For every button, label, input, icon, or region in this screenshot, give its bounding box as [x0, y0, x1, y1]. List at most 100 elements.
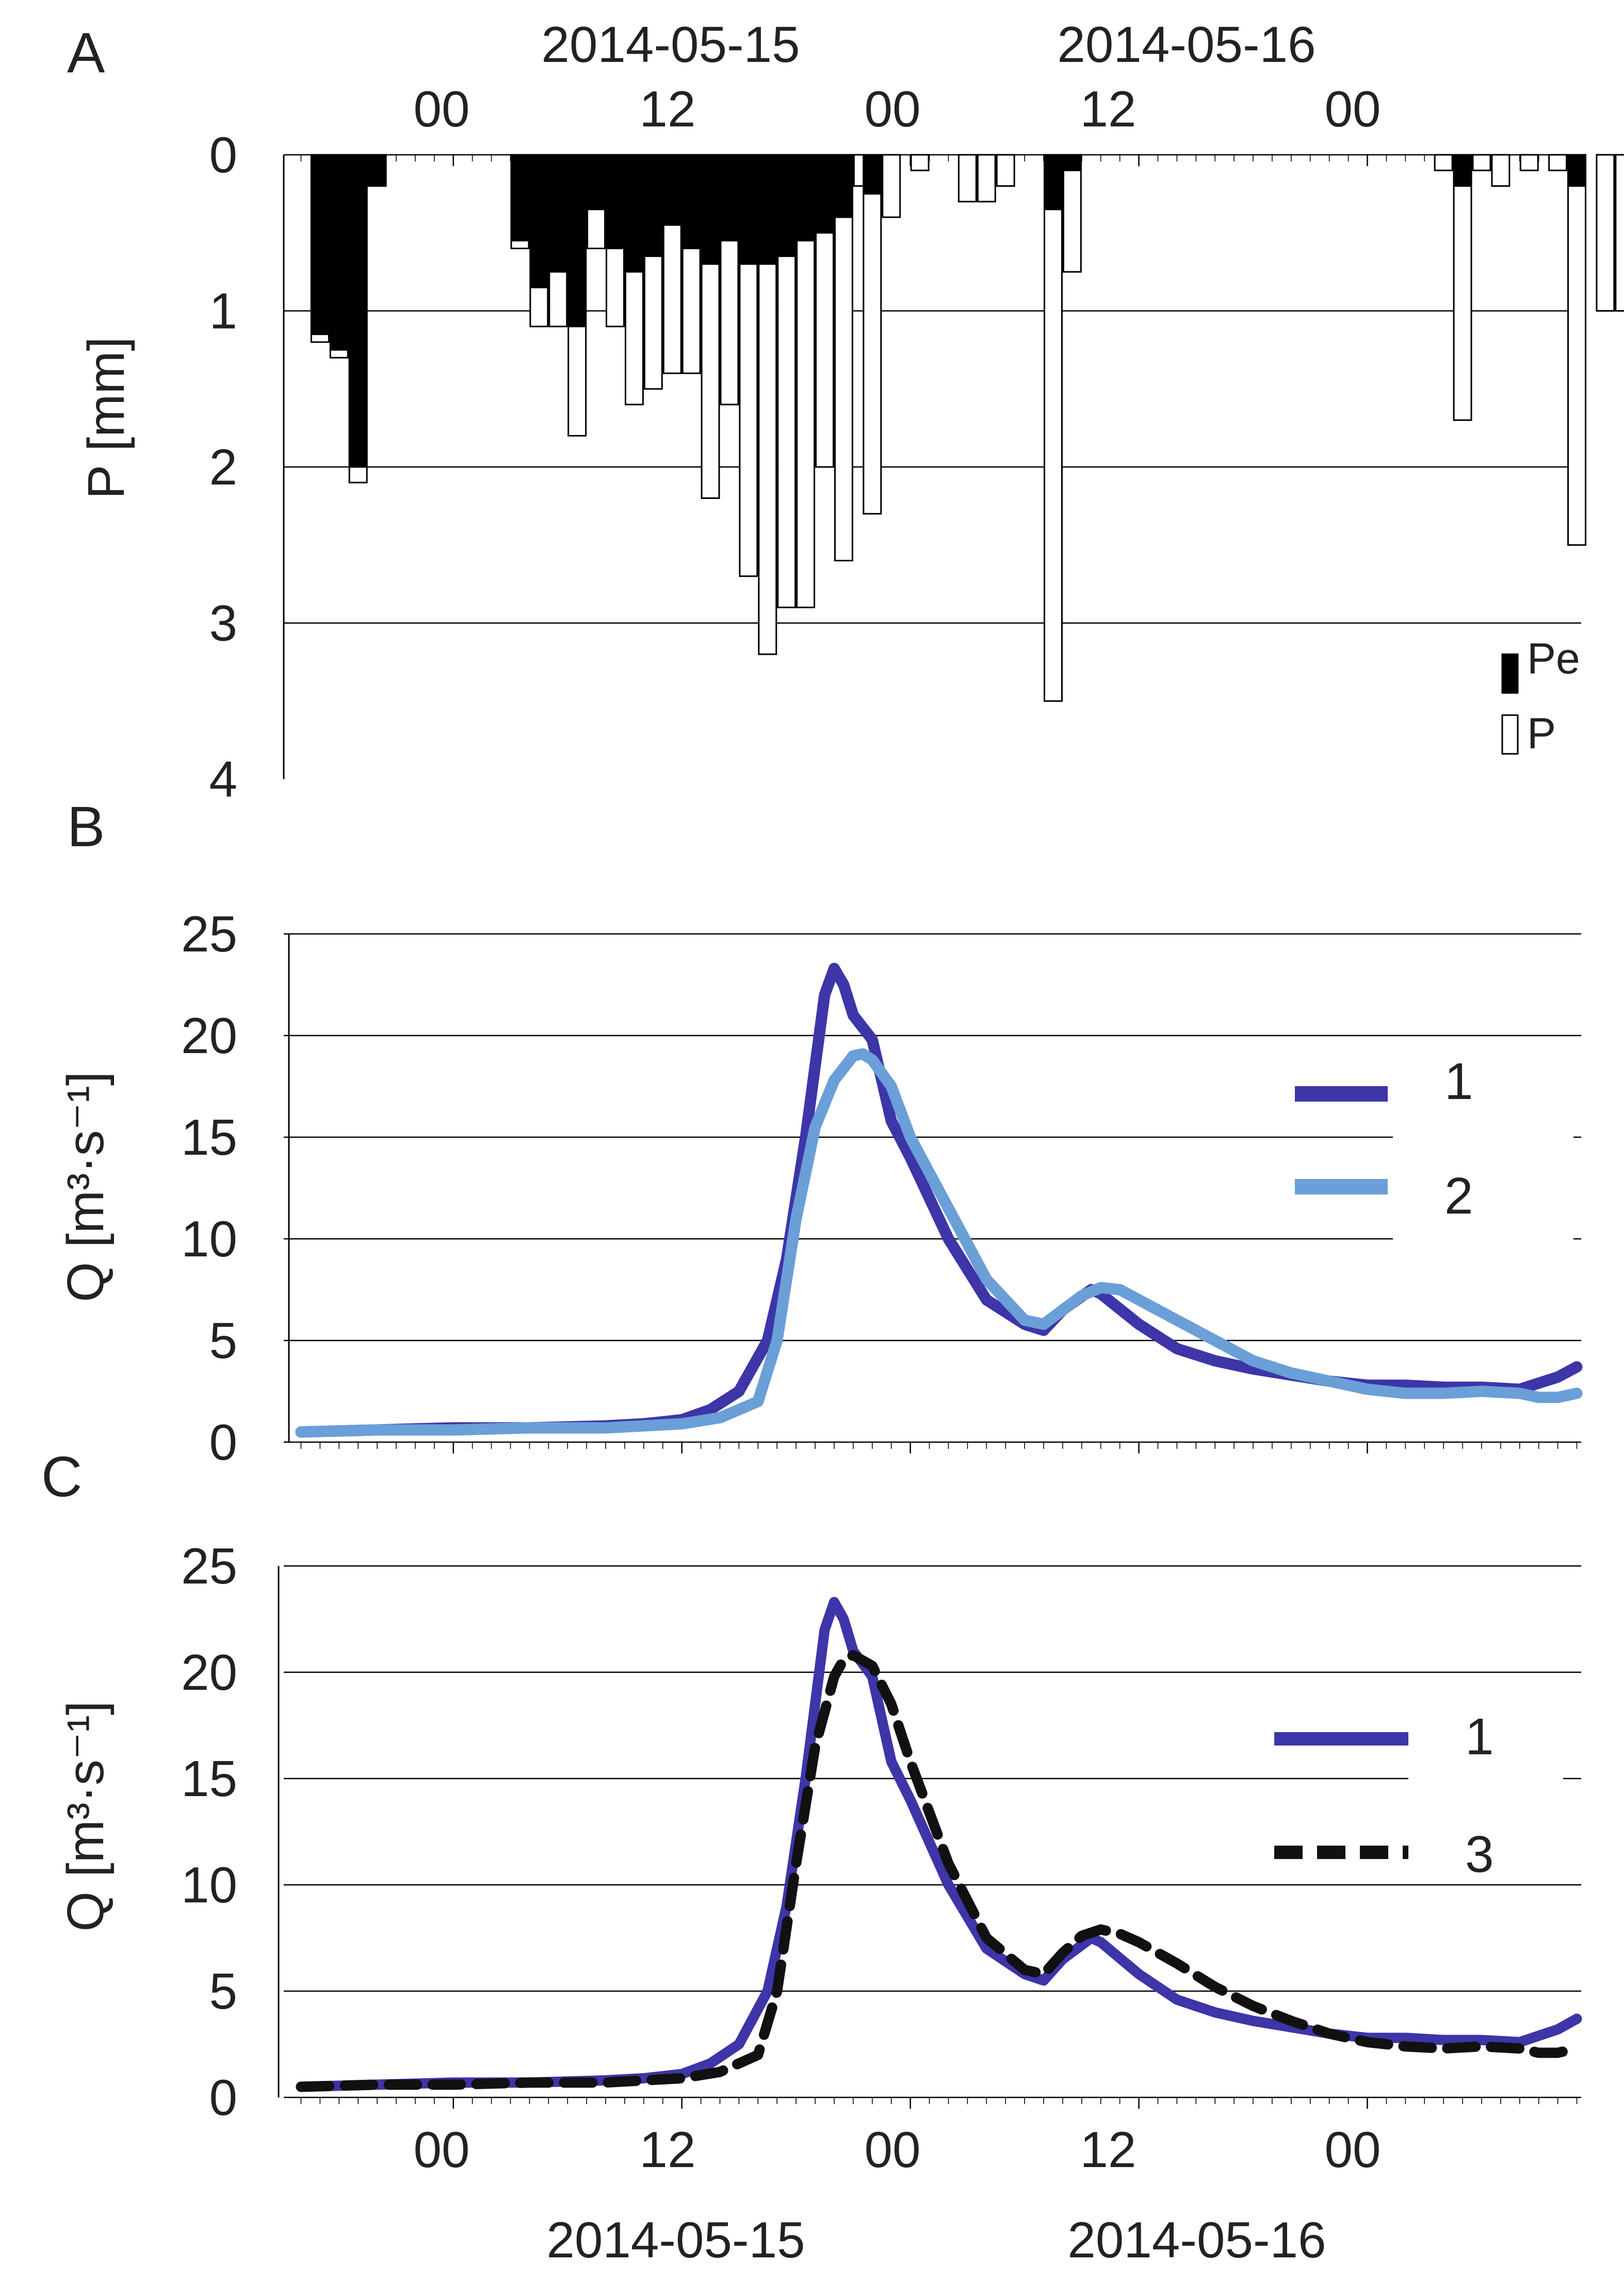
bar-pe-14: [701, 154, 720, 265]
panel-b-ytick-label: 0: [209, 1414, 237, 1471]
panel-a-ytick-label: 4: [209, 751, 237, 807]
panel-a-ytick-label: 3: [209, 595, 237, 652]
panel-c-ylabel: Q [m³·s⁻¹]: [57, 1701, 115, 1931]
bar-pe-3: [367, 154, 387, 187]
bar-p-30: [1062, 154, 1082, 273]
top-date-1: 2014-05-15: [541, 16, 800, 73]
legend-p-label: P: [1527, 709, 1556, 757]
bar-pe-10: [624, 154, 644, 273]
bar-pe-12: [662, 154, 682, 226]
panel-b-ytick-label: 25: [181, 906, 237, 962]
bottom-hour-label-2: 12: [639, 2121, 695, 2178]
bar-pe-6: [548, 154, 568, 273]
panel-a-ytick-label: 1: [209, 283, 237, 340]
bar-pe-1: [329, 154, 349, 351]
panel-a-ytick-label: 0: [209, 126, 237, 183]
bar-pe-13: [681, 154, 701, 249]
bar-p-38: [1596, 154, 1615, 312]
bar-p-37: [1567, 154, 1587, 546]
panel-b-discharge: B Q [m³·s⁻¹] 0 5 10 15 20 25 1 2: [57, 795, 1583, 1471]
panel-c-ytick-label: 5: [209, 1963, 237, 2019]
panel-c-ytick-label: 15: [181, 1750, 237, 1807]
bar-p-34: [1491, 154, 1511, 187]
top-hour-label-5: 00: [1324, 80, 1381, 137]
bottom-date-1: 2014-05-15: [546, 2211, 805, 2268]
panel-c-ytick-label: 10: [181, 1856, 237, 1913]
bar-pe-15: [720, 154, 739, 241]
panel-a-ytick-label: 2: [209, 439, 237, 495]
legend-p-swatch: [1501, 714, 1519, 755]
top-hour-label-1: 00: [413, 80, 469, 137]
bar-p-35: [1519, 154, 1539, 171]
bar-p-31: [1434, 154, 1453, 171]
bottom-hour-label-1: 00: [413, 2121, 469, 2178]
bar-p-28: [996, 154, 1015, 187]
bar-pe-4: [510, 154, 530, 241]
panel-b-ylabel: Q [m³·s⁻¹]: [57, 1071, 115, 1302]
panel-c-lines: [296, 1597, 1582, 2092]
legend-pe-swatch: [1501, 653, 1519, 694]
panel-c-series-1-line: [296, 1597, 1582, 2092]
panel-c-series-3-line: [296, 1650, 1582, 2092]
bar-p-32: [1453, 154, 1472, 421]
bar-pe-5: [529, 154, 549, 288]
bar-p-23: [863, 154, 882, 515]
panel-b-series-1-line: [295, 963, 1583, 1438]
legend-c-3-label: 3: [1465, 1825, 1494, 1883]
panel-a-legend: Pe P: [1501, 634, 1580, 757]
bottom-hour-label-3: 00: [864, 2121, 920, 2178]
panel-a-precipitation: A 2014-05-15 2014-05-16 00 12 00 12 00 P…: [67, 16, 1624, 807]
panel-c-ytick-label: 25: [181, 1538, 237, 1594]
panel-a-y-ticks: 0 1 2 3 4: [209, 126, 237, 807]
panel-a-bars: [310, 154, 1624, 702]
bar-pe-21: [834, 154, 853, 218]
bar-p-33: [1472, 154, 1491, 171]
bottom-date-2: 2014-05-16: [1067, 2211, 1326, 2268]
bar-pe-19: [796, 154, 816, 241]
panel-label-c: C: [41, 1445, 82, 1509]
bar-pe-0: [310, 154, 330, 335]
panel-c-y-ticks: 0 5 10 15 20 25: [181, 1538, 237, 2126]
legend-b-1-label: 1: [1444, 1053, 1473, 1110]
legend-b-mask: [1393, 1047, 1573, 1243]
bar-p-27: [977, 154, 996, 203]
panel-c-x-tick-marks: [300, 2097, 1578, 2109]
panel-label-a: A: [67, 21, 105, 85]
bar-p-36: [1548, 154, 1568, 171]
top-hour-label-4: 12: [1080, 80, 1136, 137]
panel-c-legend: 1 3: [1274, 1703, 1563, 1883]
panel-c-ytick-label: 20: [181, 1644, 237, 1701]
legend-b-2-label: 2: [1444, 1167, 1473, 1225]
bar-pe-17: [758, 154, 777, 265]
bar-pe-16: [739, 154, 758, 265]
panel-b-lines: [295, 963, 1583, 1438]
bar-pe-8: [587, 154, 606, 211]
panel-b-series-2-line: [295, 1048, 1583, 1438]
bar-pe-37: [1567, 154, 1587, 187]
bottom-hour-label-4: 12: [1080, 2121, 1136, 2178]
bar-pe-7: [567, 154, 587, 328]
panel-label-b: B: [67, 795, 105, 859]
panel-b-ytick-label: 15: [181, 1109, 237, 1166]
legend-pe-label: Pe: [1527, 634, 1580, 683]
panel-c-ytick-label: 0: [209, 2069, 237, 2126]
bar-pe-18: [777, 154, 797, 257]
panel-b-ytick-label: 20: [181, 1007, 237, 1064]
bar-pe-20: [815, 154, 835, 234]
bar-pe-2: [348, 154, 368, 468]
bar-pe-9: [606, 154, 625, 249]
legend-c-mask: [1408, 1703, 1563, 1883]
panel-b-ytick-label: 10: [181, 1210, 237, 1267]
panel-b-gridlines: [284, 933, 1581, 1443]
legend-c-1-label: 1: [1465, 1708, 1494, 1766]
bar-p-25: [910, 154, 930, 171]
bar-p-21: [834, 154, 853, 561]
bar-p-24: [882, 154, 901, 218]
panel-b-legend: 1 2: [1295, 1047, 1573, 1243]
panel-b-ytick-label: 5: [209, 1312, 237, 1369]
bar-pe-29: [1043, 154, 1063, 211]
panel-b-y-ticks: 0 5 10 15 20 25: [181, 906, 237, 1471]
bar-pe-30: [1062, 154, 1082, 171]
